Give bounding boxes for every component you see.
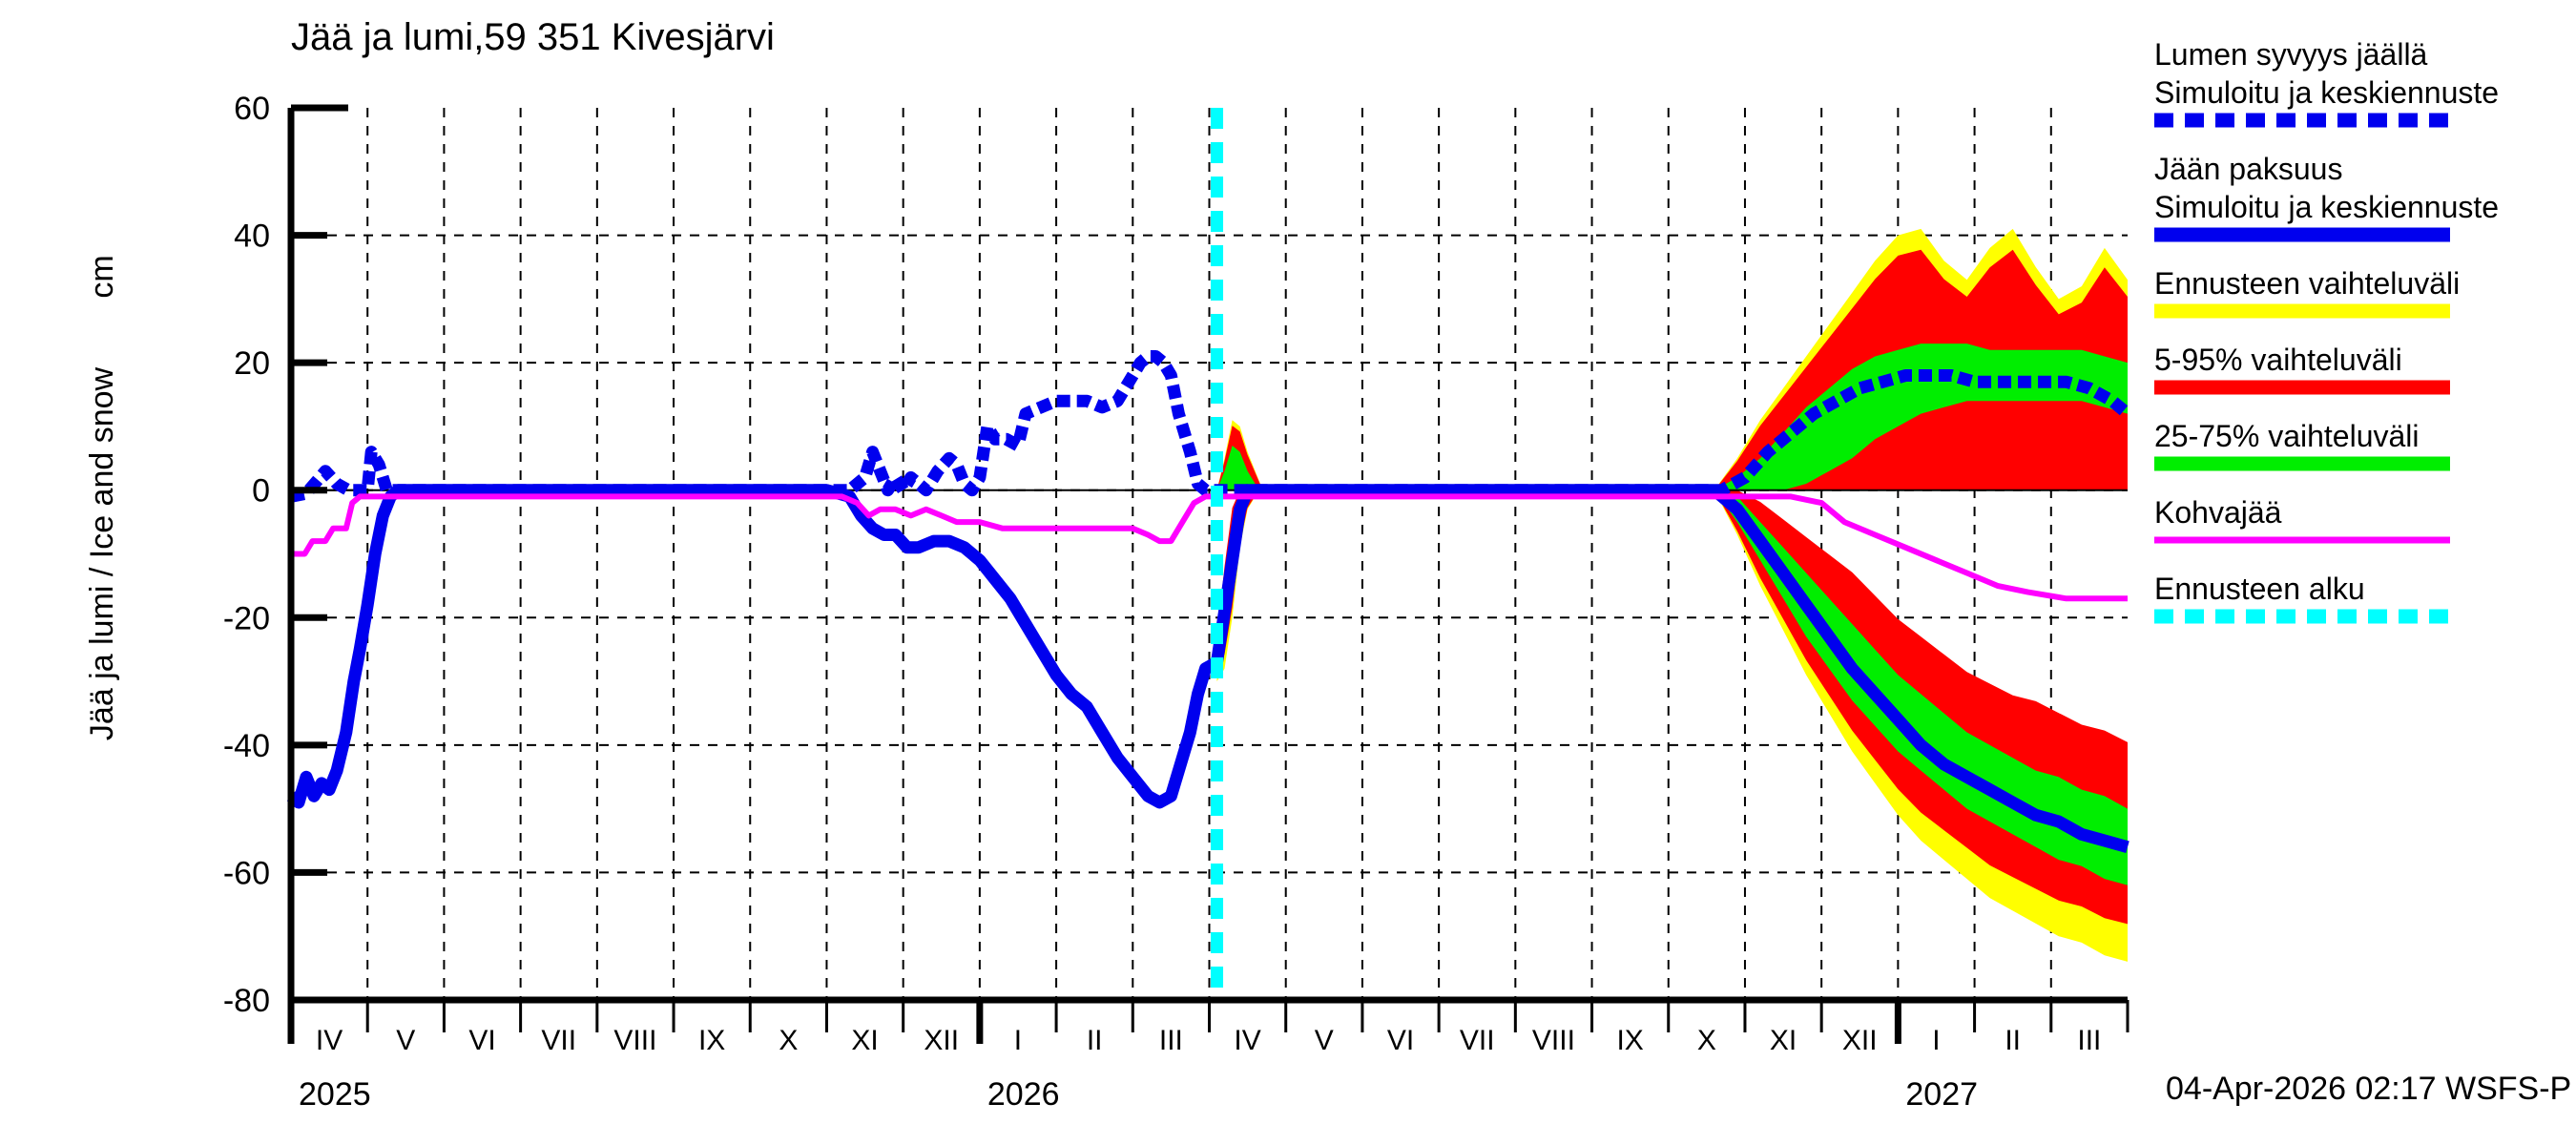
- x-month-label: II: [1087, 1025, 1103, 1056]
- y-axis: 60 40 20 0 -20 -40 -60 -80: [223, 91, 327, 1019]
- band-5-95-snow: [1216, 249, 2128, 490]
- x-month-label: IV: [1234, 1025, 1260, 1056]
- x-month-label: X: [1697, 1025, 1716, 1056]
- legend-label-line2: Simuloitu ja keskiennuste: [2154, 190, 2499, 224]
- forecast-bands: [1216, 228, 2128, 962]
- x-month-label: VIII: [613, 1025, 656, 1056]
- x-month-label: X: [779, 1025, 798, 1056]
- x-month-label: IX: [1616, 1025, 1643, 1056]
- x-month-label: I: [1014, 1025, 1022, 1056]
- legend-label-line1: Ennusteen alku: [2154, 572, 2365, 606]
- x-month-label: II: [2005, 1025, 2021, 1056]
- series-2: [286, 484, 2129, 853]
- legend-label-line1: 25-75% vaihteluväli: [2154, 419, 2420, 453]
- series-1: [289, 350, 2132, 503]
- y-tick-label: -40: [223, 728, 270, 764]
- legend-item-slush-ice: Kohvajää: [2154, 495, 2450, 544]
- y-axis-title: Jää ja lumi / Ice and snow: [84, 366, 120, 740]
- x-month-label: III: [1159, 1025, 1183, 1056]
- y-tick-label: 20: [234, 345, 270, 382]
- forecast-band-ice: [1216, 489, 2128, 962]
- legend-label-line1: Jään paksuus: [2154, 152, 2342, 186]
- x-month-label: VI: [468, 1025, 495, 1056]
- x-month-label: VIII: [1532, 1025, 1575, 1056]
- legend-item-forecast-range: Ennusteen vaihteluväli: [2154, 266, 2460, 319]
- y-tick-label: -80: [223, 983, 270, 1019]
- x-month-label: VII: [1460, 1025, 1495, 1056]
- x-month-label: III: [2077, 1025, 2101, 1056]
- x-month-label: IX: [698, 1025, 725, 1056]
- y-tick-label: 60: [234, 91, 270, 127]
- y-tick-label: 40: [234, 219, 270, 255]
- y-tick-label: -20: [223, 600, 270, 636]
- x-month-label: I: [1932, 1025, 1940, 1056]
- x-axis: IV V VI VII VIII IX X XI XII I II III IV V VI VII VIII IX…: [287, 1000, 2129, 1113]
- y-tick-label: 0: [252, 473, 270, 510]
- x-month-label: XI: [1770, 1025, 1797, 1056]
- x-month-label: V: [396, 1025, 415, 1056]
- legend-item-ice-thickness: Jään paksuus Simuloitu ja keskiennuste: [2154, 152, 2499, 242]
- legend-label-line1: Ennusteen vaihteluväli: [2154, 266, 2460, 301]
- x-month-label: XII: [1842, 1025, 1878, 1056]
- legend-item-range-5-95: 5-95% vaihteluväli: [2154, 343, 2450, 395]
- data-series: [286, 350, 2132, 853]
- x-month-label: VI: [1387, 1025, 1414, 1056]
- legend-label-line1: Lumen syvyys jäällä: [2154, 37, 2428, 72]
- x-month-label: XI: [851, 1025, 878, 1056]
- y-tick-label: -60: [223, 855, 270, 891]
- legend-item-range-25-75: 25-75% vaihteluväli: [2154, 419, 2450, 471]
- series-3: [291, 493, 2128, 602]
- page-title: Jää ja lumi,59 351 Kivesjärvi: [291, 16, 775, 58]
- legend-label-line1: 5-95% vaihteluväli: [2154, 343, 2402, 377]
- x-month-label: VII: [541, 1025, 576, 1056]
- y-axis-unit: cm: [84, 255, 120, 298]
- timestamp-label: 04-Apr-2026 02:17 WSFS-P: [2166, 1071, 2571, 1107]
- band-25-75-ice: [1216, 489, 2128, 885]
- x-year-label: 2026: [987, 1076, 1060, 1113]
- x-month-label: V: [1315, 1025, 1334, 1056]
- x-year-label: 2027: [1905, 1076, 1978, 1113]
- x-month-label: IV: [316, 1025, 343, 1056]
- x-month-label: XII: [924, 1025, 959, 1056]
- x-year-label: 2025: [299, 1076, 371, 1113]
- legend-item-forecast-start: Ennusteen alku: [2154, 572, 2450, 624]
- legend-label-line1: Kohvajää: [2154, 495, 2282, 530]
- legend-label-line2: Simuloitu ja keskiennuste: [2154, 75, 2499, 110]
- band-5-95-ice: [1216, 489, 2128, 925]
